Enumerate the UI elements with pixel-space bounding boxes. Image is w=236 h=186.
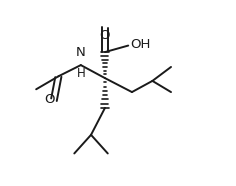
- Text: O: O: [100, 29, 110, 42]
- Text: O: O: [44, 93, 55, 106]
- Text: H: H: [76, 67, 85, 80]
- Text: OH: OH: [130, 38, 151, 51]
- Text: N: N: [76, 46, 86, 59]
